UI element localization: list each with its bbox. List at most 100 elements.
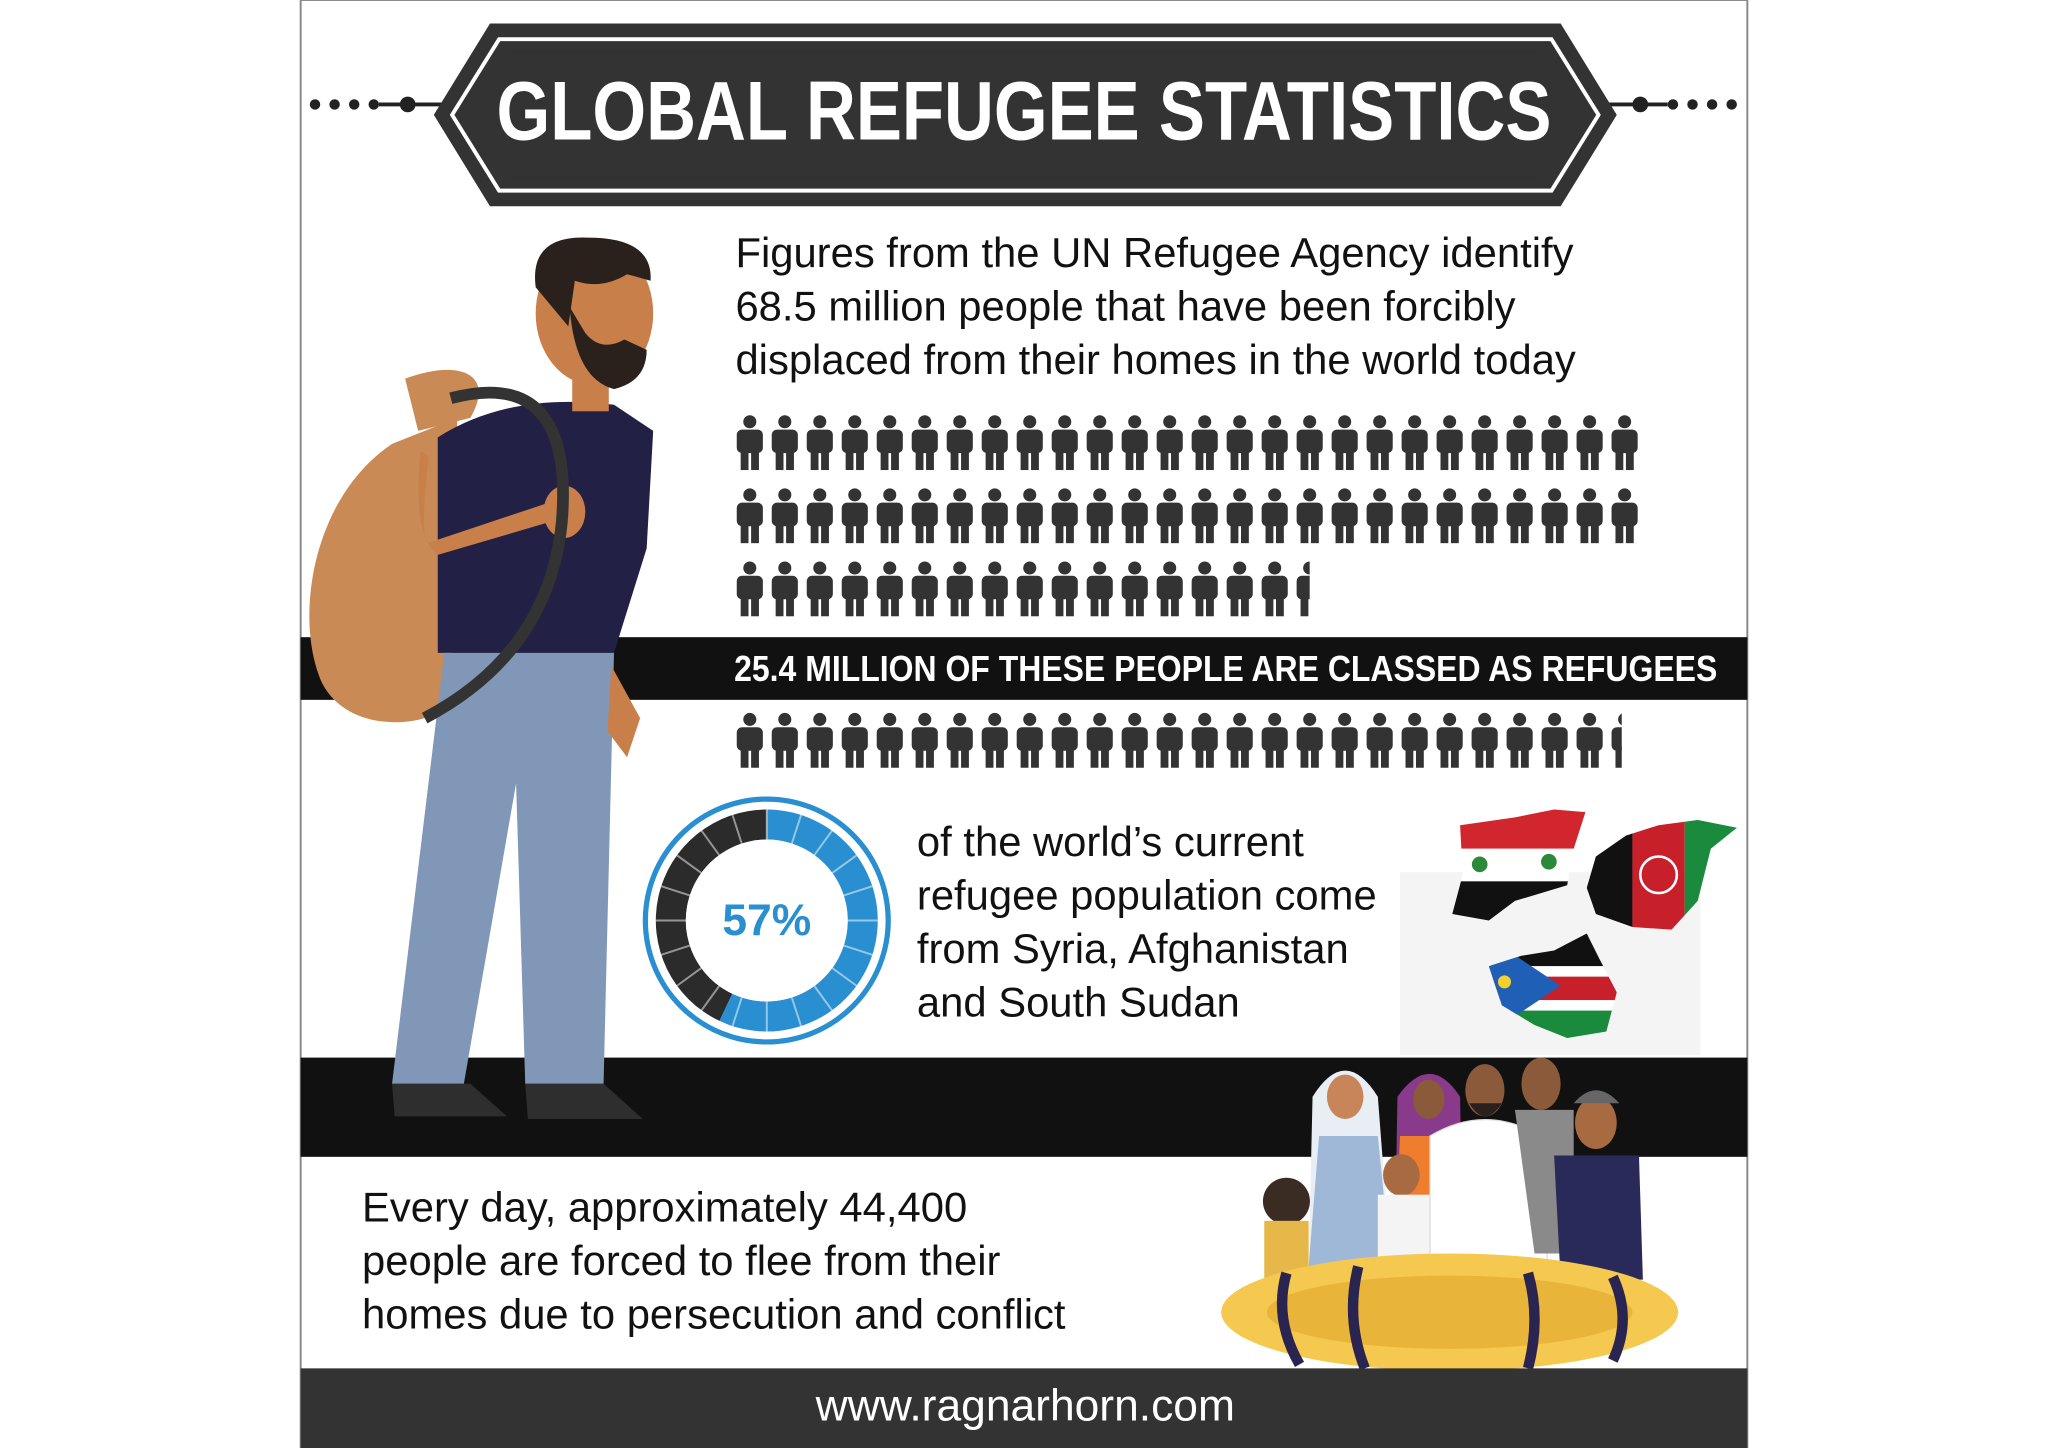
icon-leg <box>1136 595 1144 617</box>
icon-leg <box>915 522 924 544</box>
icon-leg <box>1171 522 1179 544</box>
icon-leg <box>880 595 889 617</box>
icon-body <box>981 727 1008 751</box>
person-icon <box>1051 712 1078 768</box>
icon-leg <box>915 746 924 768</box>
text-line: of the world’s current <box>917 818 1304 865</box>
pictogram <box>736 415 1638 617</box>
icon-head <box>918 712 932 726</box>
icon-leg <box>1066 522 1074 544</box>
icon-body <box>1086 727 1113 751</box>
person-icon <box>1086 488 1113 544</box>
icon-head <box>1583 488 1597 502</box>
icon-leg <box>1090 746 1099 768</box>
icon-leg <box>880 746 889 768</box>
icon-leg <box>1275 746 1284 768</box>
icon-leg <box>1136 449 1144 471</box>
icon-head <box>953 488 967 502</box>
icon-leg <box>1125 522 1134 544</box>
icon-head <box>1408 488 1422 502</box>
icon-leg <box>1031 595 1039 617</box>
icon-body <box>1366 429 1393 454</box>
icon-leg <box>1590 449 1599 471</box>
icon-leg <box>1380 746 1389 768</box>
icon-body <box>1366 727 1393 751</box>
donut-divider <box>843 944 873 956</box>
person-icon <box>1366 488 1393 544</box>
donut-divider <box>731 997 743 1027</box>
icon-head <box>1373 712 1387 726</box>
person-icon <box>1016 561 1043 617</box>
icon-head <box>743 561 757 575</box>
icon-leg <box>1335 746 1344 768</box>
icon-body <box>1226 575 1253 600</box>
icon-leg <box>1405 449 1414 471</box>
icon-leg <box>1580 449 1589 471</box>
icon-body <box>1471 727 1498 751</box>
icon-leg <box>1101 522 1109 544</box>
icon-leg <box>1520 449 1529 471</box>
icon-body <box>911 429 938 454</box>
icon-leg <box>740 746 749 768</box>
icon-head <box>1373 415 1387 429</box>
icon-head <box>848 712 862 726</box>
icon-body <box>1261 502 1288 527</box>
person-icon <box>946 415 973 471</box>
icon-leg <box>821 522 829 544</box>
icon-head <box>1233 712 1247 726</box>
icon-leg <box>1090 595 1099 617</box>
icon-body <box>1261 727 1288 751</box>
icon-leg <box>1171 449 1179 471</box>
person-icon <box>1156 712 1183 768</box>
icon-body <box>1261 429 1288 454</box>
icon-leg <box>1615 449 1624 471</box>
person-icon <box>1541 415 1568 471</box>
icon-head <box>883 415 897 429</box>
icon-head <box>1478 415 1492 429</box>
icon-head <box>1303 415 1317 429</box>
icon-leg <box>1485 522 1494 544</box>
person-icon <box>981 712 1008 768</box>
icon-body <box>1156 727 1183 751</box>
person-icon <box>1226 415 1253 471</box>
icon-leg <box>1265 746 1274 768</box>
icon-leg <box>810 522 819 544</box>
icon-leg <box>1195 449 1204 471</box>
icon-leg <box>1440 449 1449 471</box>
person-icon <box>876 488 903 544</box>
person-icon <box>736 561 763 617</box>
icon-leg <box>1580 746 1589 768</box>
icon-head <box>1058 561 1072 575</box>
person-icon <box>1296 415 1323 471</box>
person-icon <box>1121 561 1148 617</box>
person-icon <box>841 712 868 768</box>
person-icon <box>771 712 798 768</box>
icon-leg <box>1475 449 1484 471</box>
icon-head <box>1268 561 1282 575</box>
icon-body <box>1331 429 1358 454</box>
donut-label: 57% <box>722 896 811 945</box>
icon-body <box>1051 502 1078 527</box>
icon-head <box>813 561 827 575</box>
icon-leg <box>1265 595 1274 617</box>
person-icon <box>1436 488 1463 544</box>
icon-body <box>1156 575 1183 600</box>
person-icon <box>946 712 973 768</box>
icon-head <box>1338 415 1352 429</box>
icon-body <box>841 502 868 527</box>
icon-body <box>876 429 903 454</box>
icon-leg <box>786 449 794 471</box>
icon-leg <box>1066 746 1074 768</box>
icon-leg <box>1090 522 1099 544</box>
icon-body <box>1331 727 1358 751</box>
flags <box>1400 809 1737 1055</box>
icon-body <box>911 502 938 527</box>
donut-outer <box>642 796 891 1045</box>
icon-leg <box>1615 522 1624 544</box>
person-icon <box>841 488 868 544</box>
icon-head <box>1233 488 1247 502</box>
icon-head <box>1583 712 1597 726</box>
person-icon <box>911 712 938 768</box>
person-icon <box>1086 712 1113 768</box>
person-icon <box>841 561 868 617</box>
